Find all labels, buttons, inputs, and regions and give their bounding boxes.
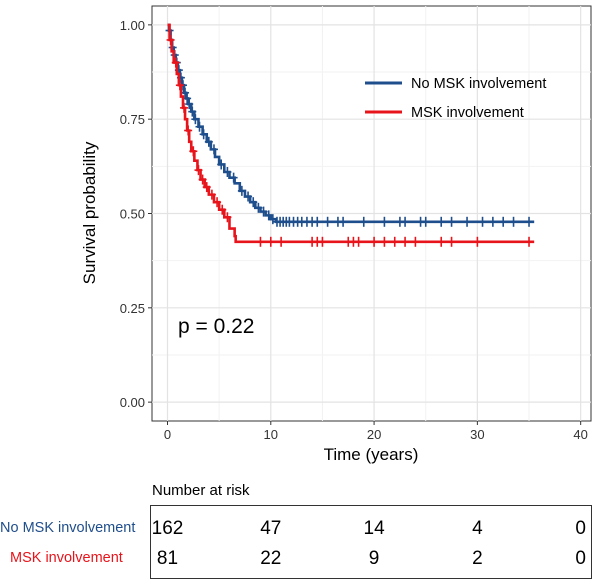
risk-table [150, 505, 592, 579]
x-tick-label: 0 [164, 427, 171, 442]
risk-value: 2 [472, 548, 483, 569]
x-tick-label: 10 [264, 427, 278, 442]
x-tick-label: 20 [367, 427, 381, 442]
y-tick-label: 0.25 [120, 301, 145, 316]
p-value-annotation: p = 0.22 [178, 315, 254, 338]
risk-value: 14 [363, 518, 385, 539]
series-msk [166, 23, 535, 247]
x-tick-label: 40 [573, 427, 587, 442]
series-layer [165, 23, 535, 247]
risk-value: 162 [151, 518, 184, 539]
y-tick-label: 0.00 [120, 395, 145, 410]
y-tick-label: 0.50 [120, 207, 145, 222]
risk-value: 81 [156, 548, 179, 569]
risk-value: 9 [368, 548, 380, 569]
legend: No MSK involvement MSK involvement [365, 76, 546, 121]
risk-table-title: Number at risk [152, 482, 250, 499]
y-axis-label: Survival probability [80, 141, 99, 284]
risk-row-label-msk: MSK involvement [10, 550, 123, 566]
x-axis-label: Time (years) [324, 445, 419, 464]
risk-value: 4 [472, 518, 483, 539]
y-tick-label: 0.75 [120, 112, 145, 127]
legend-label-msk: MSK involvement [411, 105, 524, 121]
risk-value: 47 [260, 518, 282, 539]
axis-ticks: 0 10 20 30 40 0.00 0.25 0.50 0.75 1.00 [120, 18, 588, 442]
km-chart: 0 10 20 30 40 0.00 0.25 0.50 0.75 1.00 Survival p… [80, 5, 592, 464]
risk-row-label-no-msk: No MSK involvement [0, 520, 136, 536]
risk-value: 0 [575, 518, 586, 539]
legend-label-no-msk: No MSK involvement [411, 76, 546, 92]
x-tick-label: 30 [470, 427, 484, 442]
risk-value: 22 [260, 548, 282, 569]
grid [152, 6, 591, 421]
risk-value: 0 [575, 548, 586, 569]
y-tick-label: 1.00 [120, 18, 145, 33]
series-no-msk [165, 23, 535, 227]
